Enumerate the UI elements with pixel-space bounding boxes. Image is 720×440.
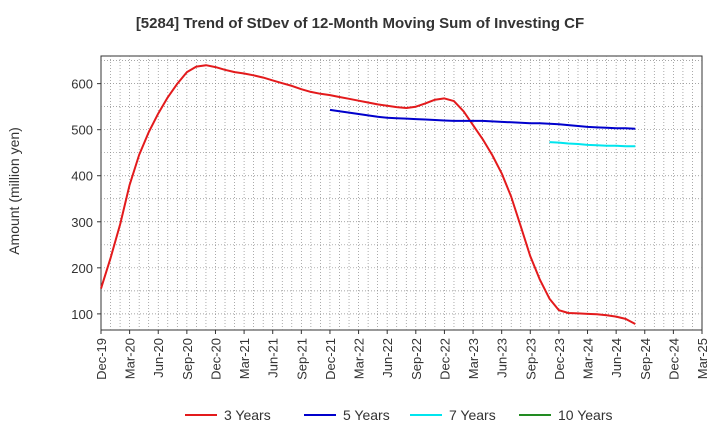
x-tick-label: Sep-21 xyxy=(294,338,309,380)
x-tick-label: Dec-21 xyxy=(323,338,338,380)
legend-label-4: 10 Years xyxy=(558,407,613,423)
legend-label-2: 5 Years xyxy=(343,407,390,423)
x-tick-label: Mar-23 xyxy=(466,338,481,379)
x-tick-label: Sep-23 xyxy=(523,338,538,380)
plot-area: 100 200 300 400 500 600 Dec-19 Mar-20 Jun-20 Sep-… xyxy=(71,55,710,380)
y-tick-label: 500 xyxy=(71,123,93,138)
y-tick-label: 300 xyxy=(71,215,93,230)
y-axis-label: Amount (million yen) xyxy=(6,127,22,255)
series-line-3 xyxy=(549,141,636,148)
x-tick-label: Sep-20 xyxy=(180,338,195,380)
x-tick-label: Dec-20 xyxy=(208,338,223,380)
y-tick-label: 600 xyxy=(71,77,93,92)
x-tick-label: Jun-22 xyxy=(380,338,395,378)
x-tick-label: Mar-22 xyxy=(352,338,367,379)
x-tick-label: Dec-22 xyxy=(437,338,452,380)
x-tick-label: Jun-24 xyxy=(609,338,624,378)
x-tick-label: Jun-20 xyxy=(151,338,166,378)
x-tick-label: Dec-23 xyxy=(552,338,567,380)
x-tick-label: Mar-25 xyxy=(695,338,710,379)
x-tick-label: Sep-24 xyxy=(638,338,653,380)
x-tick-label: Mar-20 xyxy=(123,338,138,379)
chart-title: [5284] Trend of StDev of 12-Month Moving… xyxy=(136,15,584,32)
legend-label-1: 3 Years xyxy=(224,407,271,423)
x-tick-label: Dec-24 xyxy=(666,338,681,380)
legend-label-3: 7 Years xyxy=(449,407,496,423)
x-tick-label: Mar-21 xyxy=(237,338,252,379)
x-tick-label: Dec-19 xyxy=(94,338,109,380)
x-tick-label: Jun-23 xyxy=(495,338,510,378)
series-line-1 xyxy=(100,64,636,325)
y-tick-label: 200 xyxy=(71,261,93,276)
series-line-2 xyxy=(329,108,636,130)
plot-frame xyxy=(100,55,703,331)
y-tick-label: 400 xyxy=(71,169,93,184)
x-tick-label: Sep-22 xyxy=(409,338,424,380)
x-tick-label: Mar-24 xyxy=(581,338,596,379)
x-tick-label: Jun-21 xyxy=(266,338,281,378)
y-tick-label: 100 xyxy=(71,307,93,322)
legend: 3 Years 5 Years 7 Years 10 Years xyxy=(185,407,613,423)
